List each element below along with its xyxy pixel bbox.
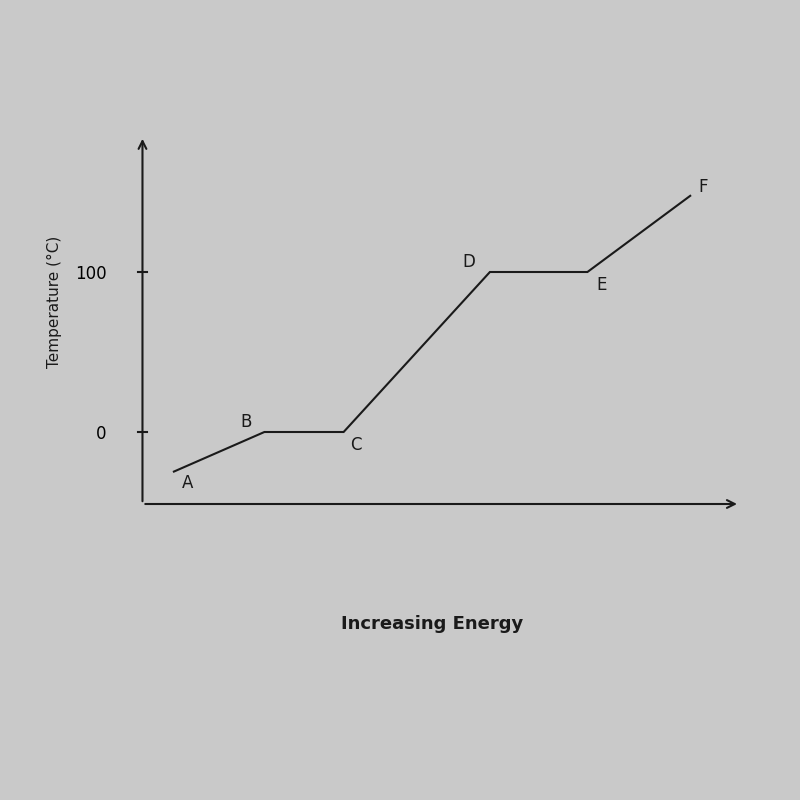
Text: F: F [698, 178, 708, 196]
Text: C: C [350, 436, 362, 454]
Text: D: D [462, 254, 475, 271]
Text: Increasing Energy: Increasing Energy [341, 615, 523, 633]
Text: E: E [597, 276, 607, 294]
Text: A: A [182, 474, 194, 492]
Text: B: B [240, 414, 251, 431]
Text: Temperature (°C): Temperature (°C) [47, 236, 62, 368]
